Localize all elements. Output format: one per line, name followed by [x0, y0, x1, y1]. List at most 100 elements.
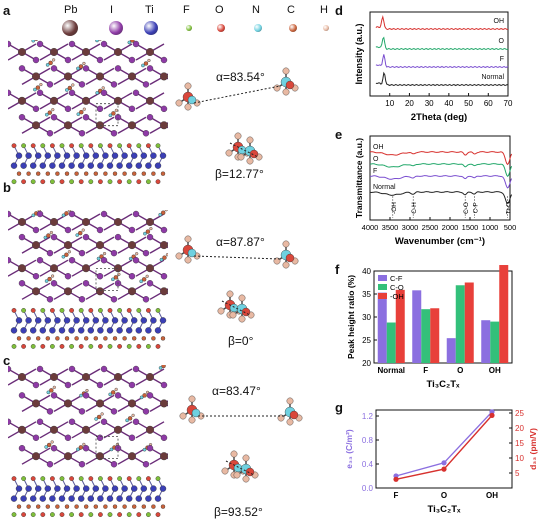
surface-atom [88, 308, 94, 313]
pb-atom [81, 264, 90, 273]
x-tick-label: 2000 [442, 223, 459, 232]
ti-atom [159, 152, 167, 159]
c-atom [127, 416, 133, 421]
i-atom [32, 226, 40, 234]
i-atom [110, 81, 118, 88]
pb-atom [32, 241, 41, 250]
n-atom [44, 279, 49, 283]
i-atom [50, 65, 58, 72]
ti-atom [35, 317, 42, 324]
c-atom [112, 171, 118, 176]
ti-atom [44, 317, 51, 324]
right-molecule-second-atom [285, 253, 295, 263]
surface-atom [69, 476, 74, 482]
beta-molecule-h-atom [242, 475, 250, 483]
c-atom [64, 171, 70, 176]
series-line-e33 [395, 411, 493, 477]
i-atom [146, 392, 154, 399]
x-axis-label: Wavenumber (cm⁻¹) [395, 236, 485, 247]
xrd-series-label-normal: Normal [481, 74, 504, 81]
surface-atom [126, 179, 132, 185]
ti-atom [30, 495, 37, 502]
ti-atom [58, 327, 66, 334]
surface-atom [107, 476, 113, 482]
beta-molecule-second-atom [249, 149, 259, 159]
c-atom [145, 229, 151, 234]
highlight-box [95, 103, 119, 127]
ti-atom [63, 485, 71, 492]
ti-atom [92, 317, 100, 324]
pb-atom [95, 72, 104, 81]
c-atom [74, 336, 79, 341]
c-atom [36, 504, 41, 509]
panel-label-a: a [3, 3, 11, 18]
right-molecule-h-atom [282, 240, 290, 248]
panel-label-c: c [3, 353, 11, 368]
annotation-ch: C-H [411, 202, 418, 214]
i-atom [46, 296, 54, 303]
n-atom [76, 447, 80, 452]
x-tick-label: 60 [484, 99, 493, 108]
surface-atom [88, 512, 94, 518]
surface-atom [21, 143, 27, 149]
i-atom [32, 105, 40, 113]
h-atom [81, 228, 85, 232]
ftir-series-normal [369, 191, 513, 205]
surface-atom [78, 143, 84, 149]
pb-atom [127, 287, 136, 296]
x-tick-label: O [457, 366, 463, 375]
surface-atom [98, 179, 103, 185]
h-atom [82, 442, 86, 446]
c-atom [162, 255, 167, 260]
i-atom [36, 89, 44, 97]
x-tick-label: 10 [385, 99, 394, 108]
left-molecule-second-atom [187, 95, 197, 105]
n-atom [43, 235, 48, 240]
beta-molecule-h-atom [238, 294, 246, 302]
i-atom [64, 105, 72, 113]
n-atom [76, 112, 81, 116]
ti-atom [82, 317, 90, 324]
bar-co-f [421, 309, 431, 363]
y-tick-label: 0.0 [362, 484, 374, 493]
left-molecule-h-atom [184, 256, 192, 264]
i-atom [8, 89, 12, 97]
i-atom [96, 434, 104, 442]
legend-atom-n [254, 24, 262, 32]
x-tick-label: 30 [425, 99, 434, 108]
right-molecule-second-atom [285, 80, 295, 90]
x-tick-label: 500 [504, 223, 517, 232]
peak-ratio-bar-chart: Normal F O OH 20 25 30 35 40 C-FC-O-OH Ti₃C₂Tₓ Peak… [346, 265, 513, 390]
ti-atom [150, 485, 157, 492]
i-atom [50, 233, 58, 241]
ti-atom [73, 317, 80, 324]
pb-atom [81, 425, 90, 434]
surface-atom [136, 179, 142, 185]
panel-label-g: g [335, 400, 343, 415]
i-atom [8, 257, 12, 264]
c-atom [131, 336, 137, 341]
i-atom [68, 210, 76, 218]
c-atom [45, 504, 50, 509]
n-atom [158, 366, 163, 370]
pb-atom [64, 241, 73, 250]
annotation-cf: C-F [472, 203, 479, 214]
c-atom [55, 171, 60, 176]
i-atom [160, 56, 168, 64]
pb-atom [32, 72, 41, 81]
ti-atom [135, 162, 143, 169]
x-tick-label: Normal [377, 366, 405, 375]
c-atom [143, 61, 149, 66]
panel-label-f: f [335, 262, 340, 277]
pb-atom [81, 217, 90, 226]
c-atom [112, 504, 118, 509]
i-atom [146, 444, 154, 452]
surface-atom [145, 143, 151, 149]
ftir-series-f [370, 175, 513, 189]
ti-atom [25, 152, 32, 159]
c-atom [83, 171, 89, 176]
ti-atom [154, 495, 162, 502]
c-atom [64, 504, 70, 509]
i-atom [142, 296, 150, 303]
i-atom [128, 105, 136, 113]
